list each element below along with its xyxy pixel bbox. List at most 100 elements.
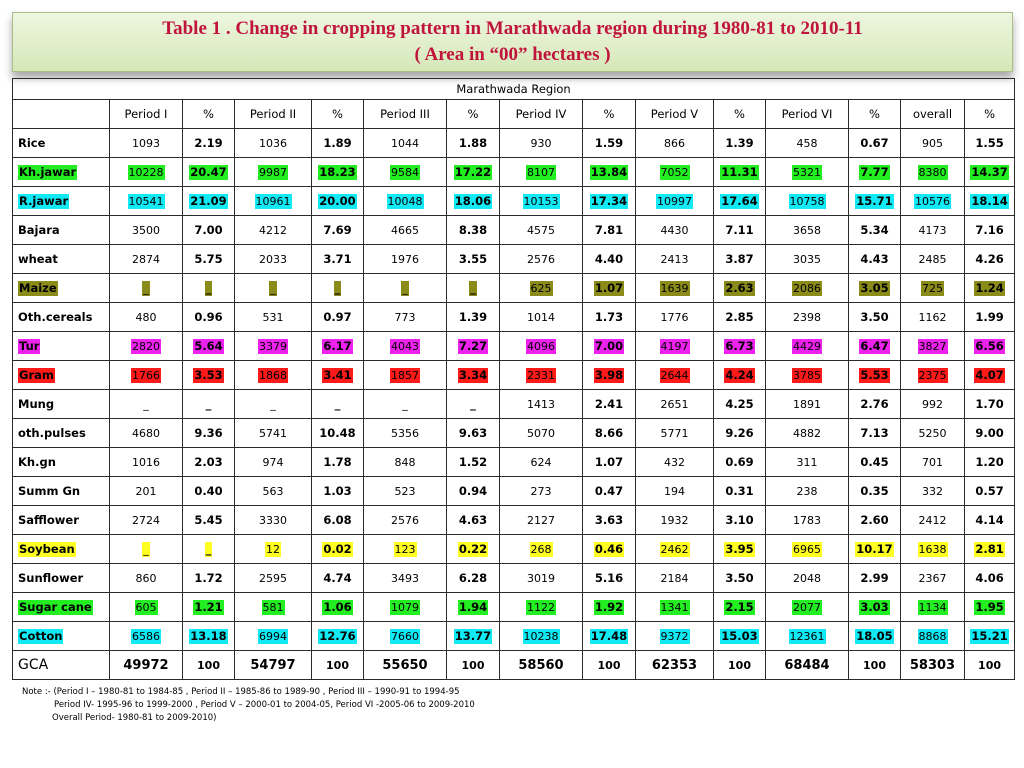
- share-percent-cell: 4.26: [963, 244, 1016, 274]
- area-value-cell: 6994: [234, 621, 312, 651]
- crop-name: Oth.cereals: [12, 302, 110, 332]
- area-value-cell-highlight: 1868: [258, 367, 288, 383]
- gca-label: GCA: [12, 650, 110, 680]
- share-percent-cell-highlight: 15.71: [855, 193, 894, 209]
- area-value-cell: 432: [635, 447, 714, 477]
- area-value-cell: 2086: [765, 273, 849, 303]
- share-percent-cell: 20.47: [182, 157, 235, 187]
- share-percent-cell: 7.69: [311, 215, 364, 245]
- area-value-cell: 2412: [900, 505, 965, 535]
- share-percent-cell: 0.35: [848, 476, 901, 506]
- column-header: Period V: [635, 99, 714, 129]
- share-percent-cell-highlight: 5.64: [193, 338, 224, 354]
- share-percent-cell: 1.99: [963, 302, 1016, 332]
- area-value-cell-highlight: _: [142, 280, 150, 296]
- share-percent-cell: 0.67: [848, 128, 901, 158]
- area-value-cell-highlight: 8380: [917, 164, 948, 180]
- area-value-cell: 332: [900, 476, 965, 506]
- share-percent-cell-highlight: 1.95: [974, 599, 1005, 615]
- area-value-cell: 480: [109, 302, 183, 332]
- share-percent-cell: 1.78: [311, 447, 364, 477]
- area-value-cell: 4197: [635, 331, 714, 361]
- area-value-cell-highlight: 12: [265, 541, 281, 557]
- share-percent-cell-highlight: 6.47: [859, 338, 890, 354]
- share-percent-cell: 15.21: [963, 621, 1016, 651]
- area-value-cell: 531: [234, 302, 312, 332]
- share-percent-cell: 7.81: [582, 215, 636, 245]
- area-value-cell: 3019: [499, 563, 583, 593]
- area-value-cell-highlight: 2644: [659, 367, 690, 383]
- crop-name: Soybean: [12, 534, 110, 564]
- gca-percent-cell: 100: [713, 650, 766, 680]
- area-value-cell-highlight: 123: [393, 541, 417, 557]
- gca-percent-cell: 100: [446, 650, 500, 680]
- share-percent-cell: 4.43: [848, 244, 901, 274]
- area-value-cell-highlight: 3785: [792, 367, 822, 383]
- share-percent-cell-highlight: 6.56: [974, 338, 1005, 354]
- table-row: Kh.jawar 10228 20.47 9987 18.23 9584 17.22 8107…: [12, 157, 1016, 187]
- crop-name: Bajara: [12, 215, 110, 245]
- share-percent-cell: 1.07: [582, 273, 636, 303]
- area-value-cell: 2724: [109, 505, 183, 535]
- table-row: Soybean _ _ 12 0.02 123 0.22 268 0.46 2462 3.95 696…: [12, 534, 1016, 564]
- area-value-cell: 10541: [109, 186, 183, 216]
- share-percent-cell: 0.31: [713, 476, 766, 506]
- area-value-cell: 12: [234, 534, 312, 564]
- note-line-2: Period IV- 1995-96 to 1999-2000 , Period…: [54, 700, 475, 710]
- area-value-cell-highlight: 625: [529, 280, 553, 296]
- share-percent-cell: 3.50: [848, 302, 901, 332]
- area-value-cell: 3500: [109, 215, 183, 245]
- share-percent-cell-highlight: 1.07: [593, 280, 625, 296]
- column-header: Period I: [109, 99, 183, 129]
- gca-percent-cell: 100: [311, 650, 364, 680]
- area-value-cell: _: [234, 389, 312, 419]
- share-percent-cell-highlight: 18.23: [318, 164, 357, 180]
- area-value-cell: 974: [234, 447, 312, 477]
- crop-name: wheat: [12, 244, 110, 274]
- area-value-cell: 9584: [363, 157, 447, 187]
- area-value-cell-highlight: 10997: [656, 193, 693, 209]
- share-percent-cell: 8.38: [446, 215, 500, 245]
- table-row: Maize _ _ _ _ _ _ 625 1.07 1639 2.63 2086 3.05 725 1.2…: [12, 273, 1016, 303]
- area-value-cell-highlight: 9584: [390, 164, 420, 180]
- area-value-cell: 992: [900, 389, 965, 419]
- area-value-cell: 2184: [635, 563, 714, 593]
- table-row: Gram 1766 3.53 1868 3.41 1857 3.34 2331 3.98 2644…: [12, 360, 1016, 390]
- share-percent-cell: 5.45: [182, 505, 235, 535]
- share-percent-cell-highlight: 18.14: [970, 193, 1009, 209]
- area-value-cell: 10961: [234, 186, 312, 216]
- area-value-cell: 605: [109, 592, 183, 622]
- share-percent-cell: 8.66: [582, 418, 636, 448]
- share-percent-cell: _: [446, 273, 500, 303]
- share-percent-cell: 18.23: [311, 157, 364, 187]
- area-value-cell-highlight: 2462: [659, 541, 690, 557]
- crop-name-highlight: Sugar cane: [18, 599, 93, 615]
- share-percent-cell-highlight: _: [204, 541, 213, 557]
- share-percent-cell: 14.37: [963, 157, 1016, 187]
- area-value-cell: 5321: [765, 157, 849, 187]
- share-percent-cell: 7.77: [848, 157, 901, 187]
- share-percent-cell: 13.18: [182, 621, 235, 651]
- area-value-cell-highlight: 1122: [526, 599, 556, 615]
- share-percent-cell: 2.81: [963, 534, 1016, 564]
- share-percent-cell: 1.24: [963, 273, 1016, 303]
- area-value-cell-highlight: 8107: [526, 164, 556, 180]
- share-percent-cell: 13.77: [446, 621, 500, 651]
- crop-name: Summ Gn: [12, 476, 110, 506]
- share-percent-cell-highlight: 7.27: [457, 338, 489, 354]
- share-percent-cell: 0.22: [446, 534, 500, 564]
- share-percent-cell: 3.87: [713, 244, 766, 274]
- area-value-cell-highlight: 8868: [917, 628, 948, 644]
- period-note: Note :- (Period I – 1980-81 to 1984-85 ,…: [22, 686, 475, 725]
- share-percent-cell: _: [311, 389, 364, 419]
- area-value-cell-highlight: 10758: [788, 193, 826, 209]
- area-value-cell: 12361: [765, 621, 849, 651]
- share-percent-cell: 7.11: [713, 215, 766, 245]
- area-value-cell-highlight: 10238: [522, 628, 560, 644]
- area-value-cell: 725: [900, 273, 965, 303]
- share-percent-cell: 2.03: [182, 447, 235, 477]
- share-percent-cell: 0.96: [182, 302, 235, 332]
- area-value-cell: 238: [765, 476, 849, 506]
- area-value-cell-highlight: 10153: [522, 193, 560, 209]
- crop-name-highlight: Soybean: [18, 541, 76, 557]
